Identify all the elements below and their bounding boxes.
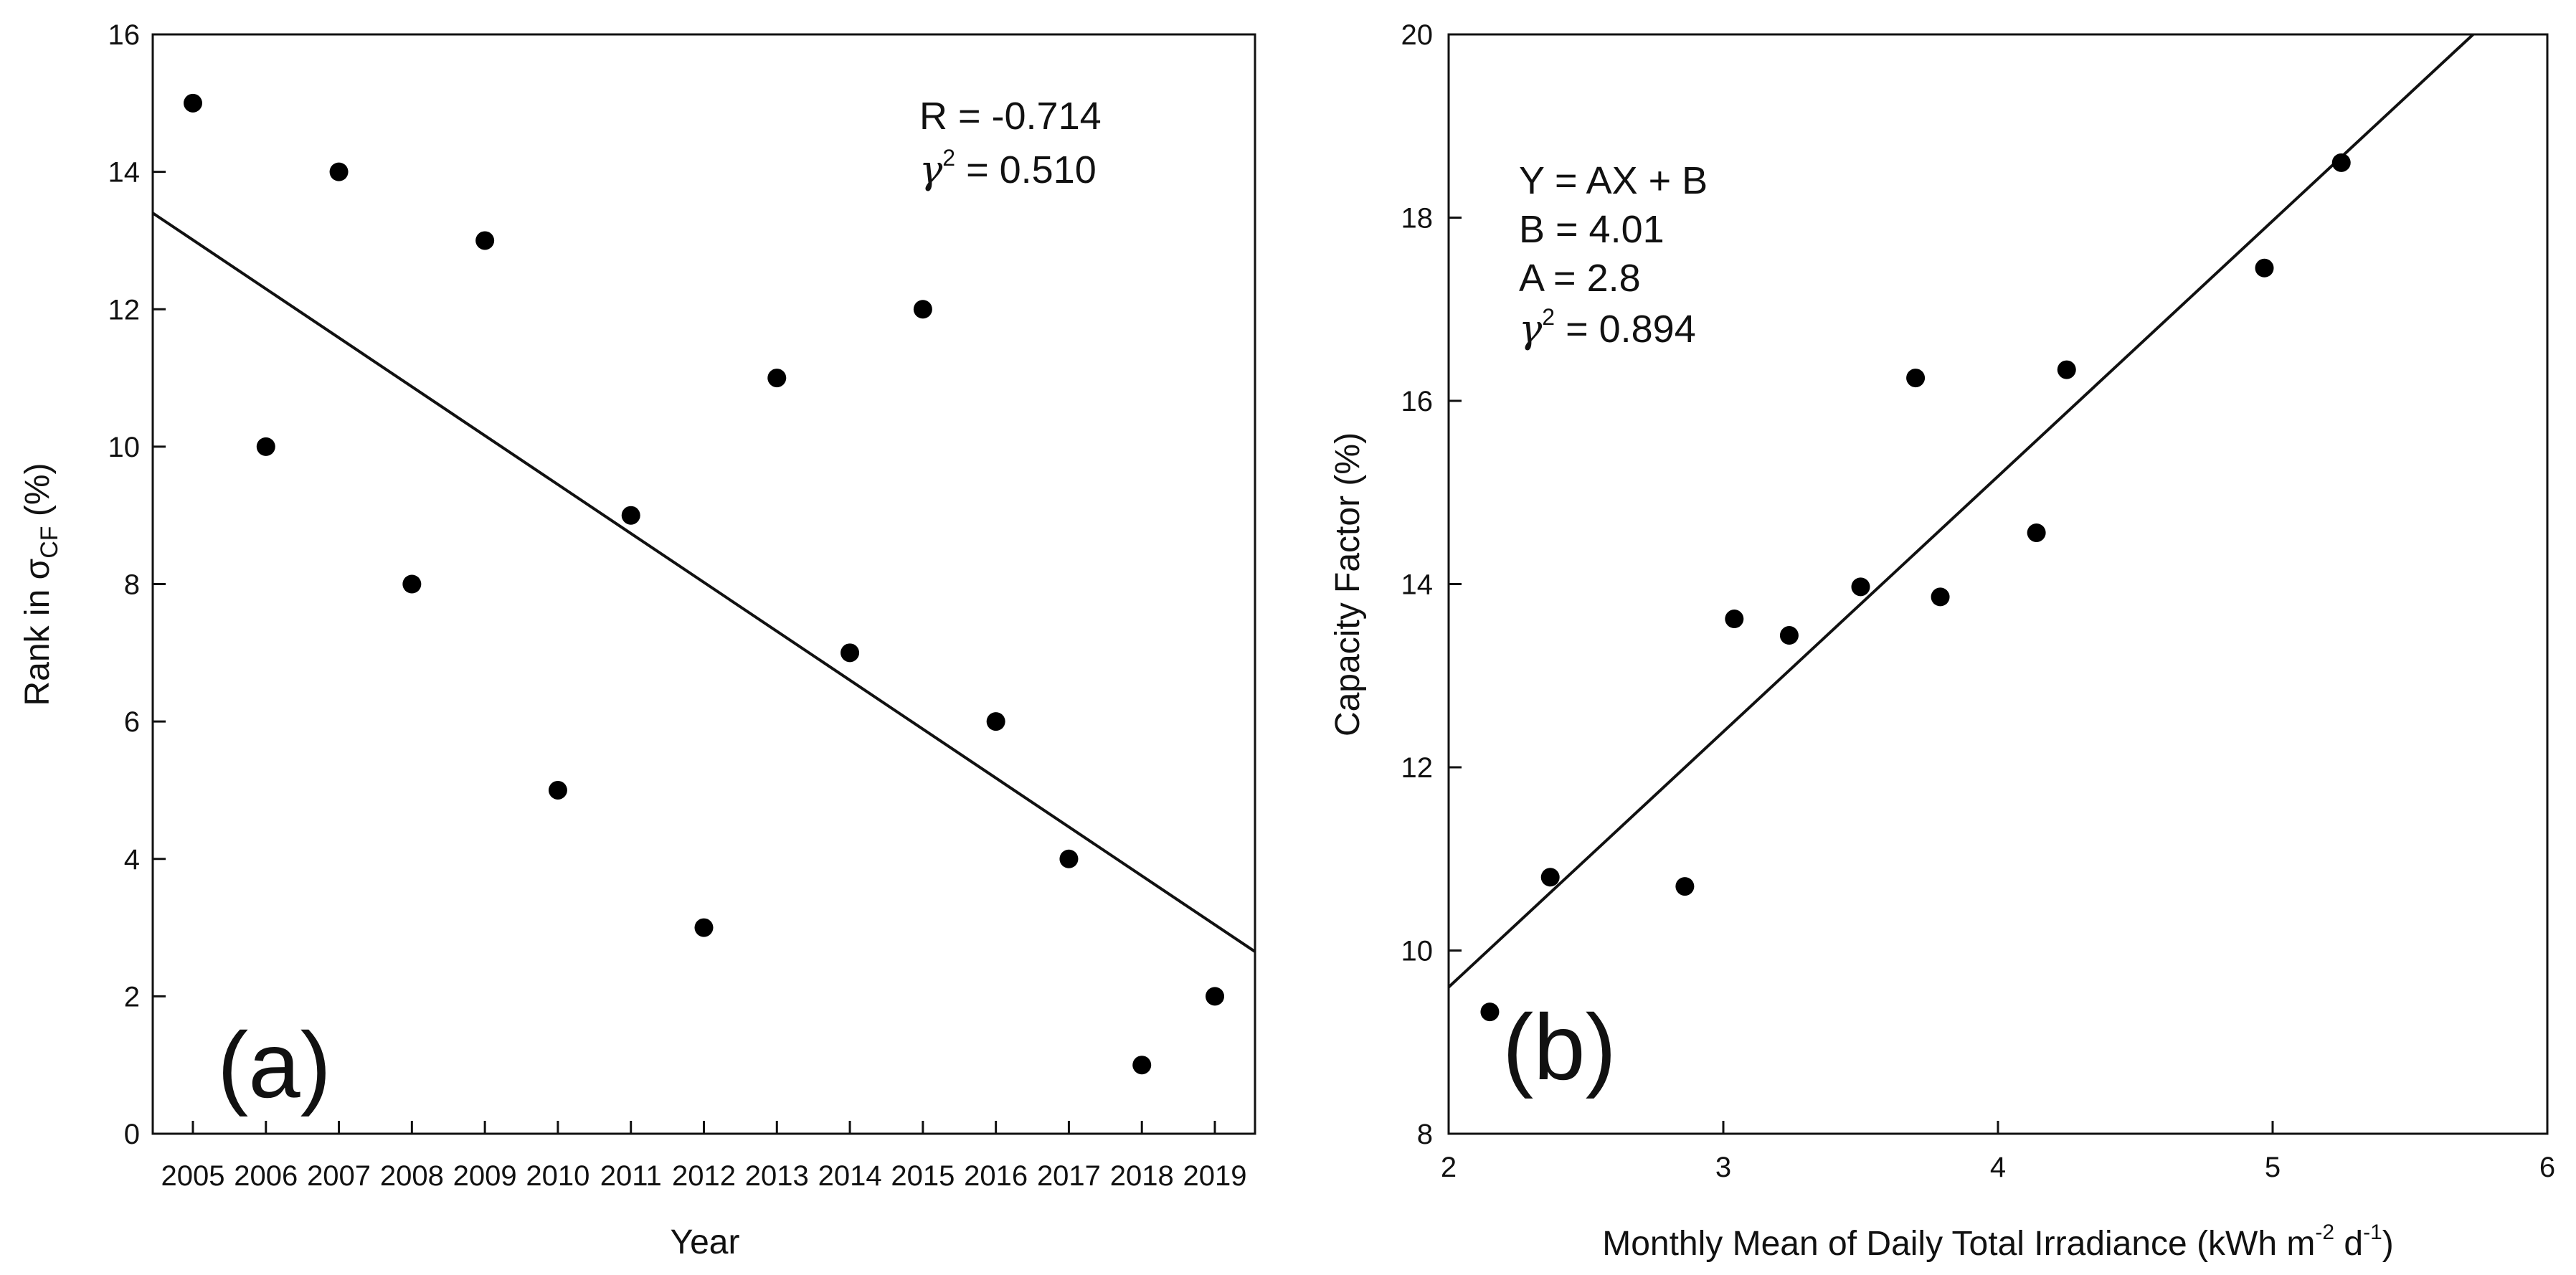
panel-a-x-tick-label: 2018 (1110, 1160, 1174, 1192)
panel-a-x-tick-label: 2019 (1183, 1160, 1247, 1192)
panel-b-x-tick-label: 6 (2539, 1152, 2555, 1183)
panel-a-y-tick-label: 6 (124, 706, 140, 738)
panel-b-data-point (1906, 369, 1926, 388)
panel-a-data-point (1059, 849, 1079, 868)
panel-a-gamma2-annotation: γ2 = 0.510 (919, 145, 1097, 192)
panel-b-data-point (1480, 1003, 1500, 1022)
panel-a-x-axis-title: Year (671, 1223, 740, 1261)
panel-b-letter: (b) (1502, 995, 1616, 1099)
panel-b-regression-line (1447, 33, 2474, 989)
panel-a-x-tick-label: 2006 (234, 1160, 298, 1192)
panel-b-equation-annotation: Y = AX + B (1519, 159, 1708, 202)
panel-a-x-tick-label: 2011 (600, 1160, 662, 1192)
panel-a-r-annotation: R = -0.714 (919, 95, 1102, 138)
panel-a-y-tick-label: 4 (124, 844, 140, 876)
panel-a-regression-line (151, 212, 1256, 953)
panel-b-x-tick-label: 2 (1441, 1152, 1457, 1183)
panel-a-data-point (183, 93, 202, 113)
panel-b-data-point (2331, 153, 2351, 172)
panel-a-x-tick-label: 2014 (818, 1160, 882, 1192)
panel-a-y-tick-label: 2 (124, 981, 140, 1013)
panel-b-y-tick-label: 18 (1401, 203, 1434, 234)
panel-a-x-tick-label: 2010 (526, 1160, 589, 1192)
panel-a-data-point (1206, 987, 1225, 1006)
panel-a-data-point (475, 231, 495, 250)
panel-a-data-point (694, 918, 714, 937)
panel-a-y-axis-title: Rank in σCF (%) (19, 463, 63, 706)
panel-a-y-tick-label: 0 (124, 1119, 140, 1150)
panel-a-y-tick-label: 16 (108, 19, 141, 51)
panel-a-data-point (840, 643, 860, 663)
panel-b-y-axis-title: Capacity Factor (%) (1329, 432, 1367, 736)
panel-b-y-tick-label: 8 (1417, 1119, 1433, 1150)
panel-a-x-tick-label: 2005 (161, 1160, 224, 1192)
panel-b-data-point (1540, 868, 1560, 887)
panel-a-y-tick-label: 12 (108, 294, 141, 326)
panel-a-x-tick-label: 2012 (672, 1160, 736, 1192)
panel-b-a-annotation: A = 2.8 (1519, 257, 1641, 300)
panel-a-y-tick-label: 14 (108, 157, 141, 189)
panel-a-letter: (a) (217, 1013, 331, 1117)
panel-a-data-point (329, 162, 349, 181)
panel-a-x-tick-label: 2008 (380, 1160, 444, 1192)
panel-b-data-point (1779, 626, 1799, 645)
panel-b-data-point (1675, 877, 1695, 896)
panel-a-data-point (913, 300, 932, 319)
panel-b-y-tick-label: 10 (1401, 936, 1434, 967)
panel-b-b-annotation: B = 4.01 (1519, 208, 1665, 251)
panel-b-data-point (1725, 610, 1744, 629)
panel-a-x-tick-label: 2016 (964, 1160, 1028, 1192)
panel-b-x-tick-label: 5 (2265, 1152, 2281, 1183)
panel-a-x-tick-label: 2017 (1037, 1160, 1101, 1192)
panel-a-x-tick-label: 2009 (453, 1160, 517, 1192)
panel-b-y-tick-label: 14 (1401, 569, 1434, 601)
panel-a-data-point (767, 369, 787, 388)
panel-b-gamma2-annotation: γ2 = 0.894 (1519, 304, 1696, 351)
panel-a-x-tick-label: 2015 (891, 1160, 955, 1192)
panel-b-data-point (2057, 360, 2076, 379)
panel-b-data-point (2027, 523, 2046, 542)
panel-a-data-point (986, 712, 1005, 731)
panel-b-data-point (1851, 577, 1870, 597)
panel-a-y-tick-label: 10 (108, 432, 141, 463)
panel-a: 2005 2006 2007 2008 2009 2010 2011 2012 2013 2014… (19, 19, 1256, 1261)
panel-a-x-tick-label: 2013 (745, 1160, 809, 1192)
panel-b-x-tick-label: 4 (1990, 1152, 2006, 1183)
panel-b-y-tick-label: 12 (1401, 752, 1434, 784)
panel-b: 2 3 4 5 6 8 10 12 14 16 18 20 Monthly Mean of Dail… (1329, 19, 2555, 1263)
panel-a-y-tick-label: 8 (124, 569, 140, 601)
panel-a-data-point (548, 780, 567, 800)
panel-b-y-tick-label: 20 (1401, 19, 1434, 51)
panel-a-x-tick-label: 2007 (307, 1160, 371, 1192)
panel-a-data-point (1132, 1056, 1152, 1075)
panel-b-data-point (2255, 258, 2274, 278)
panel-a-data-point (256, 437, 275, 456)
panel-b-data-point (1931, 587, 1950, 607)
panel-b-x-axis-title: Monthly Mean of Daily Total Irradiance (… (1602, 1221, 2394, 1263)
panel-b-y-tick-label: 16 (1401, 386, 1434, 417)
panel-a-data-point (621, 506, 640, 525)
panel-a-data-point (402, 574, 422, 594)
panel-b-x-tick-label: 3 (1715, 1152, 1731, 1183)
